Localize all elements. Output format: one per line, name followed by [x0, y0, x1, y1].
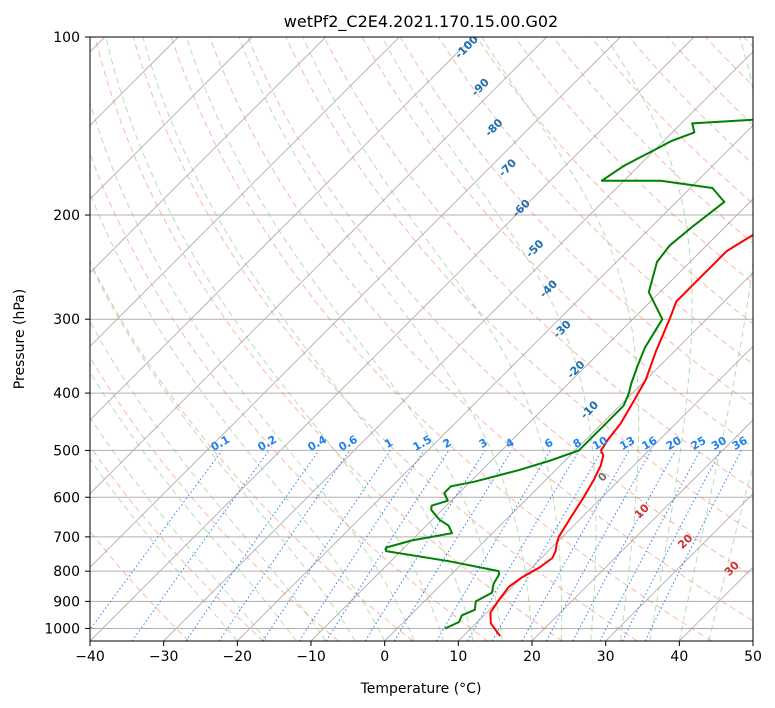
x-tick-label: 40 — [670, 649, 688, 665]
mixing-ratio-line — [218, 450, 351, 641]
moist-adiabat-line — [708, 464, 753, 641]
moist-adiabat-line — [238, 37, 533, 641]
moist-adiabat-line — [302, 37, 563, 641]
dewpoint-profile-line — [385, 118, 753, 630]
isotherm-line — [384, 272, 753, 641]
y-tick-label: 400 — [53, 386, 80, 402]
mixing-ratio-line — [644, 450, 742, 641]
x-axis-title: Temperature (°C) — [360, 681, 482, 697]
x-tick-label: −10 — [296, 649, 326, 665]
mixing-ratio-line — [262, 450, 391, 641]
axes: −40 −30 −20 −10 0 10 20 30 40 50 100 200 300 400 500 60… — [44, 30, 762, 665]
dry-adiabat-line — [514, 37, 753, 284]
x-tick-label: 50 — [744, 649, 762, 665]
mixing-ratio-line — [325, 450, 450, 641]
moist-adiabat-line — [90, 192, 386, 641]
x-tick-label: 10 — [449, 649, 467, 665]
x-tick-label: 0 — [380, 649, 389, 665]
dry-adiabat-line — [476, 37, 753, 325]
moist-adiabat-line — [90, 100, 415, 641]
dry-adiabat-line — [209, 37, 753, 622]
mixing-ratio-line — [521, 450, 630, 641]
temperature-profile-line — [489, 233, 753, 637]
isotherm-line — [310, 198, 753, 641]
moist-adiabat-line — [481, 37, 640, 641]
mixing-ratio-line — [621, 450, 722, 641]
mixing-ratio-line — [393, 450, 513, 641]
y-tick-label: 800 — [53, 564, 80, 580]
dry-adiabat-line — [132, 37, 638, 641]
x-tick-label: −30 — [149, 649, 179, 665]
x-tick-label: −40 — [75, 649, 105, 665]
mixing-ratio-line — [185, 450, 320, 641]
moist-adiabat-line — [90, 262, 356, 641]
isotherm-line — [90, 37, 400, 347]
isotherm-line — [605, 492, 753, 641]
mixing-ratio-line — [90, 450, 223, 631]
x-tick-label: −20 — [223, 649, 253, 665]
dry-adiabat-line — [90, 356, 339, 641]
moist-adiabat-line — [90, 371, 297, 641]
isotherm-line — [90, 37, 621, 568]
isotherm-line — [678, 566, 753, 641]
moist-adiabat-line — [90, 416, 268, 641]
moist-adiabat-line — [186, 37, 503, 641]
dry-adiabat-line — [285, 37, 753, 534]
mixing-ratio-line — [298, 450, 425, 641]
x-tick-label: 30 — [597, 649, 615, 665]
chart-title: wetPf2_C2E4.2021.170.15.00.G02 — [284, 12, 558, 32]
isotherm-line — [90, 37, 548, 495]
moist-adiabat-line — [90, 458, 238, 641]
dry-adiabat-line — [323, 37, 753, 491]
dry-adiabat-line — [90, 260, 414, 641]
dry-adiabat-line — [247, 37, 753, 577]
mixing-ratio-line — [545, 450, 652, 641]
x-tick-label: 20 — [523, 649, 541, 665]
isotherm-line — [90, 37, 695, 641]
dry-adiabat-line — [90, 445, 264, 641]
mixing-ratio-line — [131, 450, 270, 641]
y-tick-label: 500 — [53, 443, 80, 459]
y-tick-label: 700 — [53, 530, 80, 546]
isotherm-line — [236, 124, 753, 641]
moist-adiabat-line — [381, 37, 597, 641]
background-lines — [90, 37, 753, 641]
moist-adiabat-line — [90, 320, 327, 641]
moist-adiabat-line — [605, 37, 693, 641]
y-axis-title: Pressure (hPa) — [12, 289, 28, 389]
moist-adiabat-line — [142, 37, 474, 641]
isotherm-line — [531, 419, 753, 641]
y-tick-label: 100 — [53, 30, 80, 46]
moist-adiabat-line — [678, 37, 753, 641]
y-tick-label: 300 — [53, 312, 80, 328]
mixing-ratio-line — [572, 450, 676, 641]
y-tick-label: 1000 — [44, 621, 80, 637]
dry-adiabat-line — [170, 37, 712, 641]
isotherm-line — [90, 37, 474, 421]
plot-frame — [89, 36, 754, 642]
moist-adiabat-line — [105, 37, 445, 641]
y-tick-label: 600 — [53, 490, 80, 506]
y-tick-label: 900 — [53, 594, 80, 610]
dry-adiabat-line — [94, 37, 563, 641]
y-tick-label: 200 — [53, 208, 80, 224]
series-layer — [385, 118, 753, 637]
